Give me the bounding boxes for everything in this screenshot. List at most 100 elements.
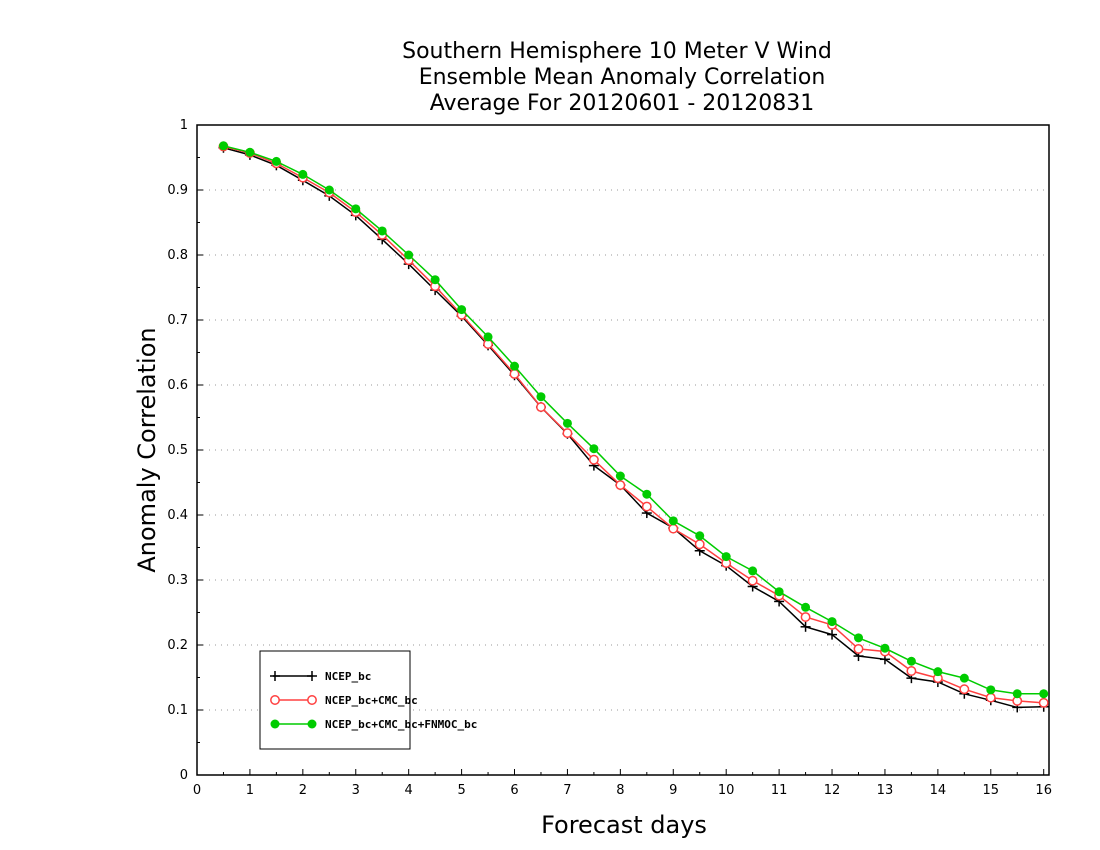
x-tick-label: 7 (563, 783, 571, 798)
y-tick-label: 0.9 (167, 183, 188, 198)
y-axis: 0 0.1 0.2 0.3 0.4 0.5 0.6 0.7 0.8 0.9 1 (167, 118, 203, 783)
data-point (853, 643, 864, 654)
x-tick-label: 1 (246, 783, 254, 798)
series-3 (218, 141, 1049, 699)
series-1 (218, 142, 1049, 713)
data-point (959, 684, 970, 695)
data-point (615, 480, 626, 491)
legend-marker (270, 695, 280, 705)
data-point (271, 156, 281, 166)
x-tick-label: 5 (457, 783, 465, 798)
title-line-2: Ensemble Mean Anomaly Correlation (419, 65, 826, 90)
data-point (800, 612, 811, 622)
data-point (377, 226, 387, 236)
legend-item: NCEP_bc (270, 670, 371, 683)
series-line (223, 145, 1044, 695)
data-point (457, 305, 467, 315)
data-point (298, 169, 308, 179)
data-point (668, 516, 678, 526)
series-2 (218, 141, 1049, 708)
y-tick-label: 0.6 (167, 378, 188, 393)
x-tick-label: 8 (616, 783, 624, 798)
series-line (223, 145, 1044, 704)
legend-label: NCEP_bc (325, 670, 371, 683)
y-tick-label: 0.4 (167, 508, 188, 523)
x-tick-label: 16 (1035, 783, 1052, 798)
x-tick-label: 4 (405, 783, 413, 798)
legend-marker (307, 695, 317, 705)
data-point (483, 332, 493, 342)
y-tick-label: 0.8 (167, 248, 188, 263)
data-point (615, 471, 625, 481)
y-tick-label: 0.2 (167, 638, 188, 653)
data-point (536, 402, 546, 413)
data-point (218, 141, 228, 151)
x-tick-label: 6 (510, 783, 518, 798)
data-point (245, 147, 255, 157)
x-axis: 0 1 2 3 4 5 6 7 8 9 10 11 12 13 14 15 16 (193, 769, 1052, 798)
y-tick-label: 0.5 (167, 443, 188, 458)
data-point (800, 621, 811, 632)
data-point (588, 454, 599, 465)
legend-item: NCEP_bc+CMC_bc (270, 694, 418, 707)
data-point (1038, 697, 1049, 708)
data-point (880, 643, 890, 653)
data-point (906, 666, 917, 676)
data-point (747, 575, 758, 586)
y-tick-label: 0 (180, 768, 188, 783)
data-point (1012, 689, 1022, 699)
data-point (933, 667, 943, 677)
data-point (986, 685, 996, 695)
legend-marker (307, 671, 317, 681)
legend-marker (270, 719, 280, 729)
data-point (324, 185, 334, 195)
data-point (641, 501, 652, 512)
data-point (404, 250, 414, 260)
y-tick-label: 0.3 (167, 573, 188, 588)
x-tick-label: 14 (930, 783, 947, 798)
data-point (430, 275, 440, 285)
data-point (748, 566, 758, 576)
data-point (510, 361, 520, 371)
y-tick-label: 0.7 (167, 313, 188, 328)
data-point (1039, 689, 1049, 699)
x-tick-label: 3 (352, 783, 360, 798)
title-line-1: Southern Hemisphere 10 Meter V Wind (402, 39, 832, 64)
x-axis-title: Forecast days (541, 811, 707, 839)
y-axis-title: Anomaly Correlation (133, 327, 161, 572)
data-point (853, 633, 863, 643)
series-line (223, 147, 1044, 709)
x-tick-label: 13 (877, 783, 894, 798)
gridlines (197, 189, 1049, 711)
data-point (668, 523, 679, 534)
x-tick-label: 11 (771, 783, 788, 798)
data-point (642, 489, 652, 499)
chart-title: Southern Hemisphere 10 Meter V Wind Ense… (402, 39, 832, 116)
data-point (959, 673, 969, 683)
data-point (695, 531, 705, 541)
data-point (827, 617, 837, 627)
data-point (536, 392, 546, 402)
legend: NCEP_bc NCEP_bc+CMC_bc NCEP_bc+CMC_bc+FNMO… (259, 650, 477, 750)
legend-marker (270, 671, 280, 681)
x-tick-label: 10 (718, 783, 735, 798)
data-point (985, 692, 996, 703)
x-tick-label: 12 (824, 783, 841, 798)
x-tick-label: 0 (193, 783, 201, 798)
x-tick-label: 2 (299, 783, 307, 798)
y-tick-label: 1 (180, 118, 188, 133)
data-point (562, 428, 573, 439)
data-point (562, 418, 572, 428)
data-point (801, 602, 811, 612)
series-layer (218, 141, 1049, 713)
y-tick-label: 0.1 (167, 703, 188, 718)
legend-item: NCEP_bc+CMC_bc+FNMOC_bc (270, 718, 477, 731)
data-point (694, 539, 705, 550)
legend-label: NCEP_bc+CMC_bc+FNMOC_bc (325, 718, 477, 731)
legend-label: NCEP_bc+CMC_bc (325, 694, 418, 707)
x-tick-label: 15 (983, 783, 1000, 798)
data-point (721, 552, 731, 562)
data-point (351, 204, 361, 214)
data-point (827, 629, 838, 640)
